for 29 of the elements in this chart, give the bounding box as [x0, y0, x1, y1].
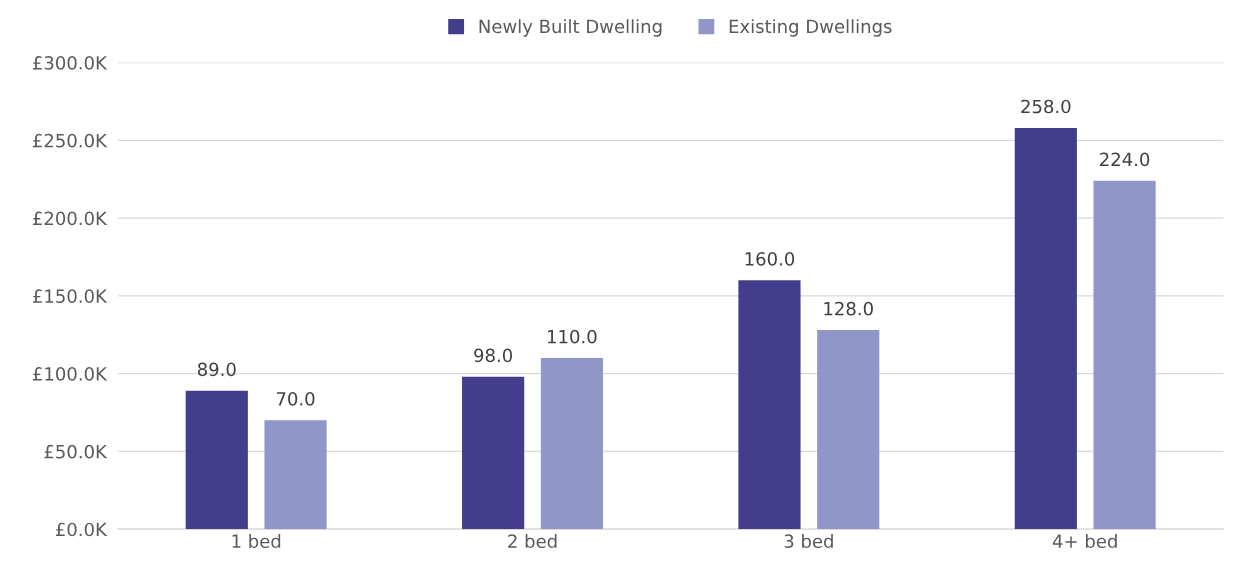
data-label: 128.0 [824, 301, 873, 316]
y-tick-label: £100.0K [33, 367, 108, 381]
y-tick-label: £0.0K [55, 522, 108, 537]
data-label: 98.0 [474, 348, 513, 363]
data-label: 70.0 [276, 392, 315, 406]
legend-label: Existing Dwellings [729, 19, 892, 37]
bar [1014, 127, 1077, 530]
y-tick-label: £150.0K [33, 289, 108, 303]
y-tick-label: £200.0K [33, 211, 108, 226]
bar [462, 376, 525, 530]
bar [1093, 180, 1156, 530]
data-label: 89.0 [197, 362, 236, 377]
y-tick-label: £300.0K [33, 56, 108, 70]
bar [738, 280, 801, 530]
y-tick-label: £250.0K [33, 133, 108, 148]
x-tick-label: 1 bed [232, 534, 281, 549]
bar [817, 330, 880, 530]
x-tick-label: 3 bed [784, 534, 833, 549]
bar [540, 358, 603, 530]
data-label: 224.0 [1100, 152, 1150, 167]
data-label: 110.0 [548, 329, 597, 344]
legend-label: Newly Built Dwelling [479, 19, 662, 37]
x-tick-label: 4+ bed [1052, 534, 1117, 549]
data-label: 160.0 [745, 252, 795, 266]
bar [264, 420, 327, 530]
data-label: 258.0 [1021, 99, 1071, 114]
bar [185, 390, 248, 530]
x-tick-label: 2 bed [508, 534, 557, 549]
y-tick-label: £50.0K [44, 444, 108, 459]
